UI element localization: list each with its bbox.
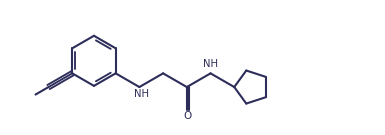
Text: O: O — [184, 111, 192, 121]
Text: NH: NH — [203, 59, 218, 69]
Text: NH: NH — [134, 89, 149, 99]
